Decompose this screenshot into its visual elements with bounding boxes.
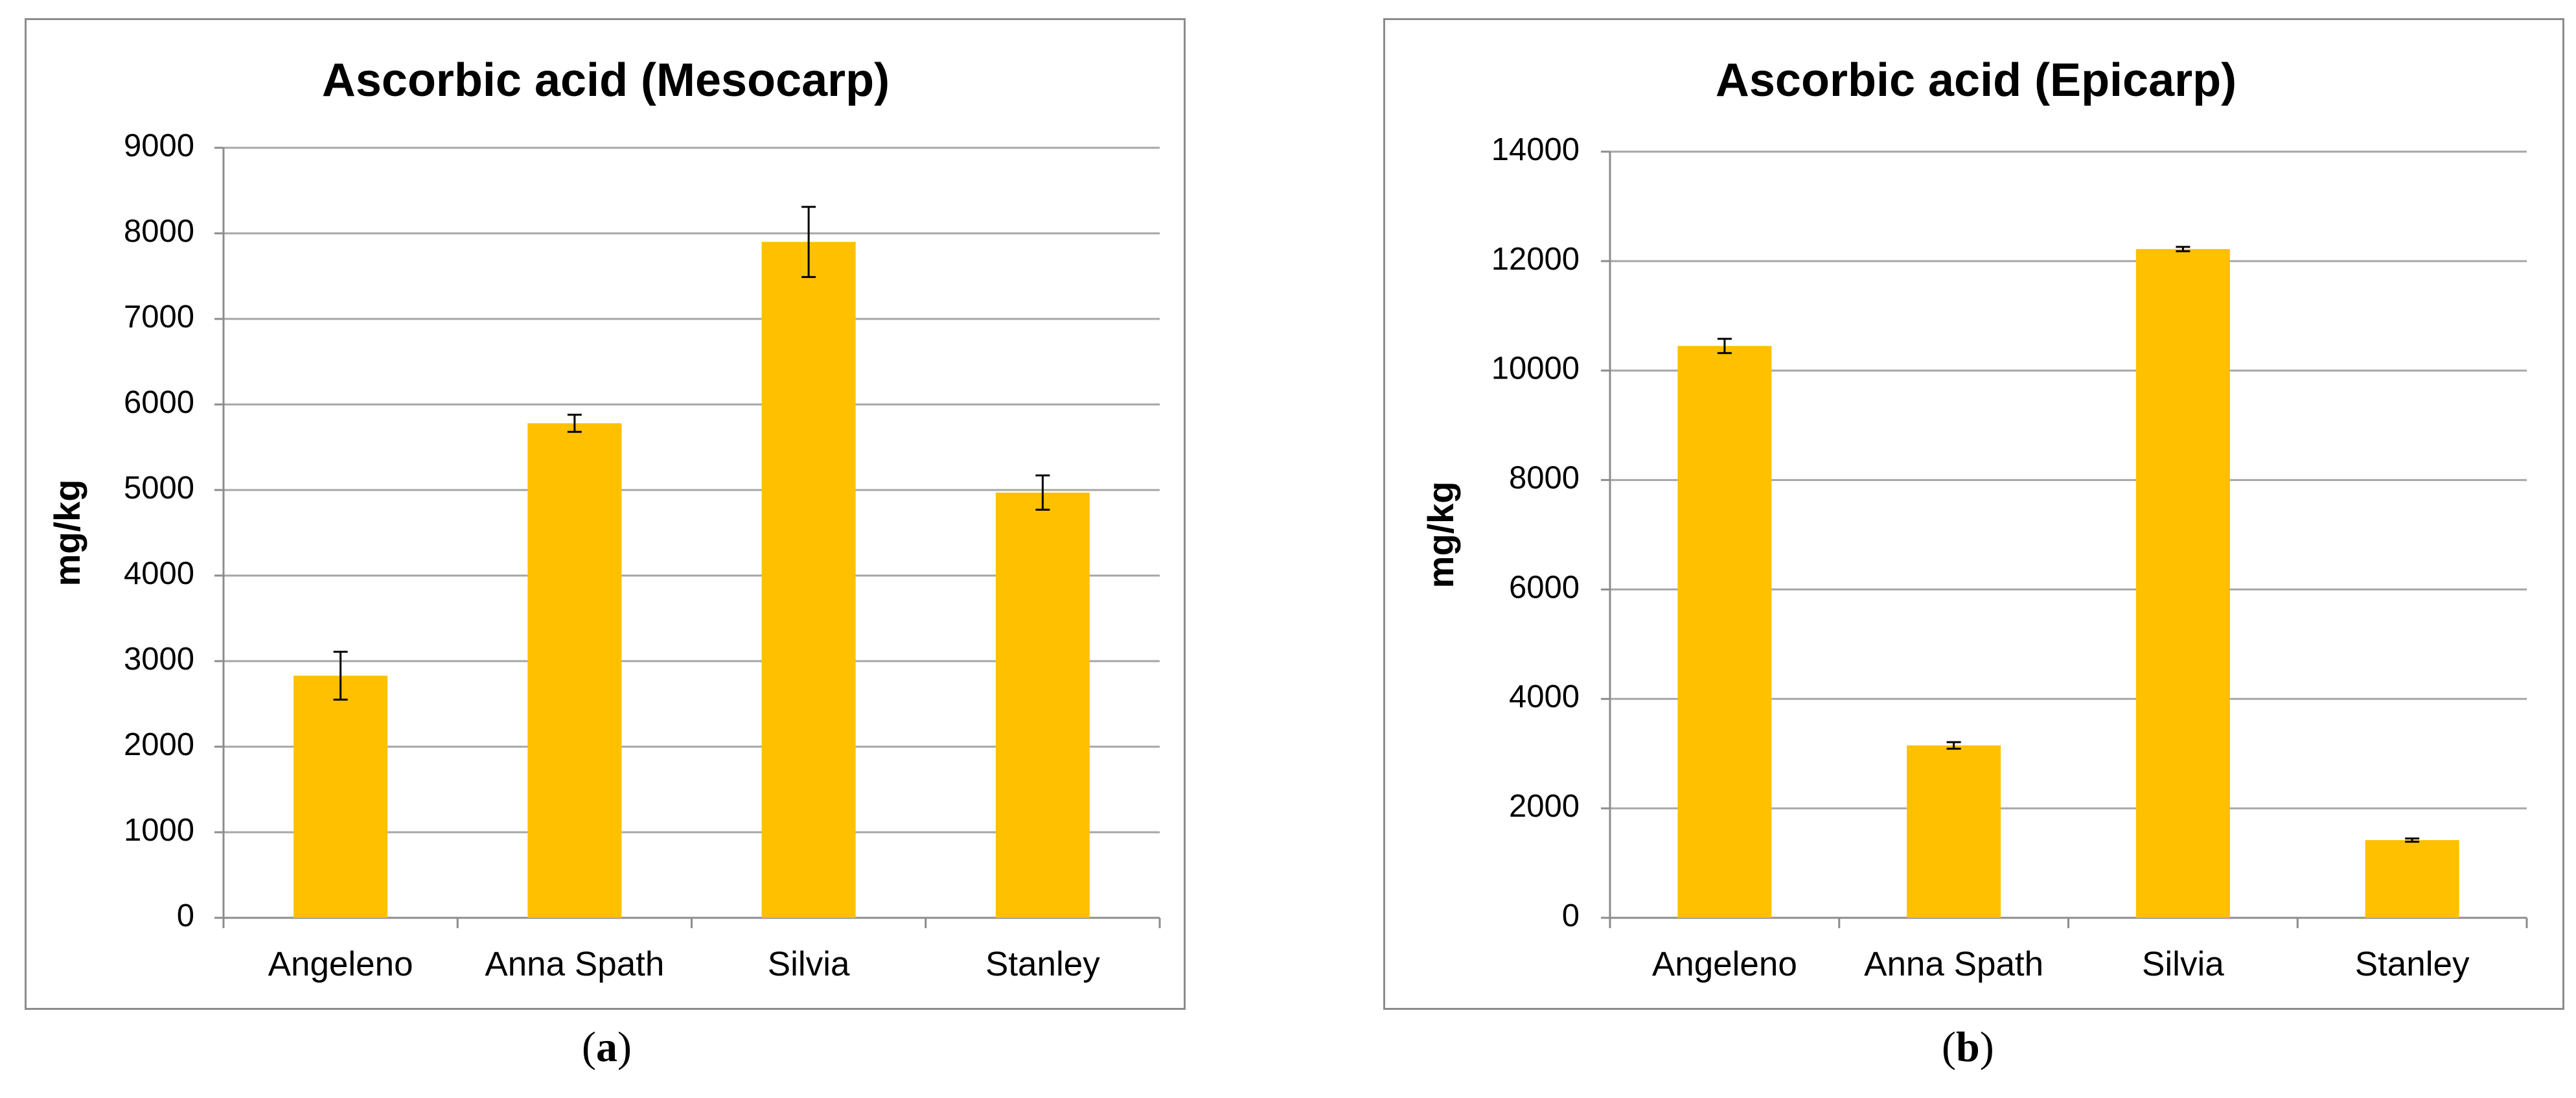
chart-b-category-label: Stanley bbox=[2355, 945, 2470, 983]
chart-a-y-tick-label: 6000 bbox=[124, 385, 194, 420]
chart-a-category-label: Stanley bbox=[985, 945, 1100, 983]
chart-b-y-axis-label: mg/kg bbox=[1420, 482, 1461, 589]
panel-label-a: (a) bbox=[582, 1023, 632, 1071]
chart-b-y-tick-label: 6000 bbox=[1509, 570, 1580, 605]
chart-a-bar-stanley bbox=[995, 492, 1090, 918]
chart-a-y-axis-label: mg/kg bbox=[47, 480, 87, 587]
chart-b-bar-anna-spath bbox=[1907, 745, 2001, 918]
panel-label-b: (b) bbox=[1942, 1023, 1994, 1071]
chart-b-category-label: Silvia bbox=[2142, 945, 2224, 983]
chart-b-y-tick-label: 12000 bbox=[1491, 242, 1580, 277]
chart-a-y-tick-label: 2000 bbox=[124, 727, 194, 762]
chart-a-bar-anna-spath bbox=[527, 423, 622, 918]
chart-a-y-tick-label: 8000 bbox=[124, 214, 194, 249]
chart-a-title: Ascorbic acid (Mesocarp) bbox=[322, 54, 890, 106]
chart-a-y-tick-label: 7000 bbox=[124, 299, 194, 334]
chart-b-y-tick-label: 14000 bbox=[1491, 132, 1580, 167]
chart-a-category-label: Anna Spath bbox=[485, 945, 664, 983]
chart-a-y-tick-label: 9000 bbox=[124, 128, 194, 163]
chart-a-y-tick-label: 1000 bbox=[124, 813, 194, 848]
chart-b-bar-stanley bbox=[2365, 840, 2459, 918]
chart-b-y-tick-label: 8000 bbox=[1509, 461, 1580, 496]
chart-b-title: Ascorbic acid (Epicarp) bbox=[1716, 54, 2237, 106]
chart-b-y-tick-label: 0 bbox=[1562, 898, 1580, 933]
chart-b-category-label: Anna Spath bbox=[1864, 945, 2043, 983]
chart-b-bar-silvia bbox=[2135, 249, 2230, 918]
chart-b-y-tick-label: 10000 bbox=[1491, 351, 1580, 386]
chart-b-y-tick-label: 4000 bbox=[1509, 679, 1580, 714]
chart-a-y-tick-label: 3000 bbox=[124, 642, 194, 677]
chart-a-y-tick-label: 4000 bbox=[124, 556, 194, 591]
chart-a-category-label: Angeleno bbox=[268, 945, 413, 983]
chart-b-y-tick-label: 2000 bbox=[1509, 789, 1580, 824]
chart-b-bar-angeleno bbox=[1677, 345, 1772, 918]
chart-a-bar-angeleno bbox=[293, 675, 388, 918]
chart-a-bar-silvia bbox=[761, 242, 856, 918]
chart-a-y-tick-label: 0 bbox=[177, 898, 194, 933]
chart-a-category-label: Silvia bbox=[768, 945, 850, 983]
chart-b-category-label: Angeleno bbox=[1652, 945, 1797, 983]
chart-a-y-tick-label: 5000 bbox=[124, 471, 194, 506]
